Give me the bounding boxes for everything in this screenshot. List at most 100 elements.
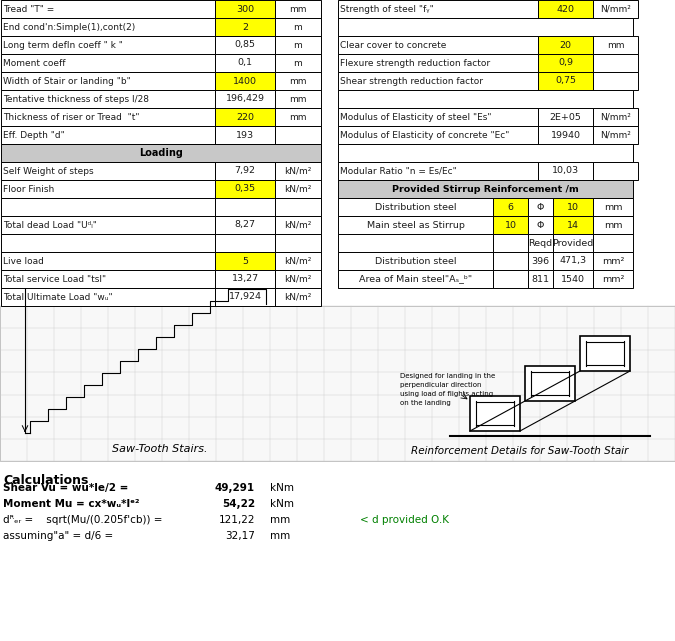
Bar [1,36,215,54]
Text: mm²: mm² [602,256,624,265]
Bar [275,234,321,252]
Text: Shear Vu = wu*le/2 =: Shear Vu = wu*le/2 = [3,483,128,493]
Text: 811: 811 [531,274,549,283]
Text: mm: mm [270,531,290,541]
Text: 196,429: 196,429 [225,94,265,103]
Bar [1,90,215,108]
Text: End cond'n:Simple(1),cont(2): End cond'n:Simple(1),cont(2) [3,22,135,31]
Text: kN/m²: kN/m² [284,274,312,283]
Text: 17,924: 17,924 [229,292,261,301]
Text: Loading: Loading [139,148,183,158]
Text: N/mm²: N/mm² [600,131,631,140]
Bar [538,162,593,180]
Bar [1,162,215,180]
Text: 0,35: 0,35 [234,185,256,194]
Text: 2: 2 [242,22,248,31]
Text: Provided: Provided [552,238,593,247]
Text: assuming"a" = d/6 =: assuming"a" = d/6 = [3,531,113,541]
Text: using load of flights acting: using load of flights acting [400,391,493,397]
Bar [338,198,493,216]
Bar [593,54,638,72]
Bar [215,234,275,252]
Text: dᴿₑᵣ =    sqrt(Mu/(0.205f'ᴄb)) =: dᴿₑᵣ = sqrt(Mu/(0.205f'ᴄb)) = [3,515,163,525]
Text: mm: mm [290,94,306,103]
Text: Modulus of Elasticity of concrete "Ec": Modulus of Elasticity of concrete "Ec" [340,131,510,140]
Text: 0,85: 0,85 [234,40,256,49]
Bar [1,126,215,144]
Bar [275,198,321,216]
Text: 8,27: 8,27 [234,221,256,229]
Text: Thickness of riser or Tread  "t": Thickness of riser or Tread "t" [3,113,140,122]
Bar [215,252,275,270]
Text: 420: 420 [556,4,574,13]
Bar [538,72,593,90]
Bar [528,216,553,234]
Bar [275,162,321,180]
Bar [215,216,275,234]
Text: mm: mm [603,203,622,212]
Text: 54,22: 54,22 [222,499,255,509]
Bar [1,270,215,288]
Text: 300: 300 [236,4,254,13]
Text: Tentative thickness of steps l/28: Tentative thickness of steps l/28 [3,94,149,103]
Bar [215,108,275,126]
Bar [338,0,538,18]
Bar [538,36,593,54]
Bar [275,18,321,36]
Bar [1,234,215,252]
Text: Width of Stair or landing "b": Width of Stair or landing "b" [3,76,131,85]
Bar [338,144,633,162]
Bar [338,90,633,108]
Text: Total service Load "tsl": Total service Load "tsl" [3,274,106,283]
Text: perpendicular direction: perpendicular direction [400,382,481,388]
Text: kN/m²: kN/m² [284,167,312,176]
Text: kN/m²: kN/m² [284,221,312,229]
Bar [593,198,633,216]
Bar [215,288,275,306]
Text: N/mm²: N/mm² [600,4,631,13]
Text: 6: 6 [508,203,514,212]
Text: Reqd: Reqd [529,238,553,247]
Bar [215,90,275,108]
Bar [538,54,593,72]
Bar [215,270,275,288]
Bar [553,216,593,234]
Text: mm²: mm² [602,274,624,283]
Bar [553,234,593,252]
Bar [215,18,275,36]
Bar [553,252,593,270]
Bar [275,270,321,288]
Bar [593,252,633,270]
Text: kN/m²: kN/m² [284,185,312,194]
Bar [215,198,275,216]
Bar [528,234,553,252]
Text: 471,3: 471,3 [560,256,587,265]
Bar [275,252,321,270]
Text: Tread "T" =: Tread "T" = [3,4,54,13]
Bar [1,198,215,216]
Bar [593,72,638,90]
Bar [1,54,215,72]
Text: 2E+05: 2E+05 [549,113,581,122]
Text: Saw-Tooth Stairs.: Saw-Tooth Stairs. [112,444,208,454]
Bar [593,234,633,252]
Text: Flexure strength reduction factor: Flexure strength reduction factor [340,58,490,67]
Text: Shear strength reduction factor: Shear strength reduction factor [340,76,483,85]
Text: Calculations: Calculations [3,474,88,487]
Text: Distribution steel: Distribution steel [375,256,456,265]
Bar [593,162,638,180]
Bar [525,366,575,401]
Text: Floor Finish: Floor Finish [3,185,54,194]
Text: Φ: Φ [537,203,544,212]
Text: mm: mm [290,113,306,122]
Text: kN/m²: kN/m² [284,256,312,265]
Bar [493,252,528,270]
Bar [275,180,321,198]
Text: Main steel as Stirrup: Main steel as Stirrup [367,221,464,229]
Text: 10: 10 [567,203,579,212]
Bar [593,270,633,288]
Text: Designed for landing in the: Designed for landing in the [400,373,495,379]
Bar [593,36,638,54]
Bar [338,162,538,180]
Bar [538,126,593,144]
